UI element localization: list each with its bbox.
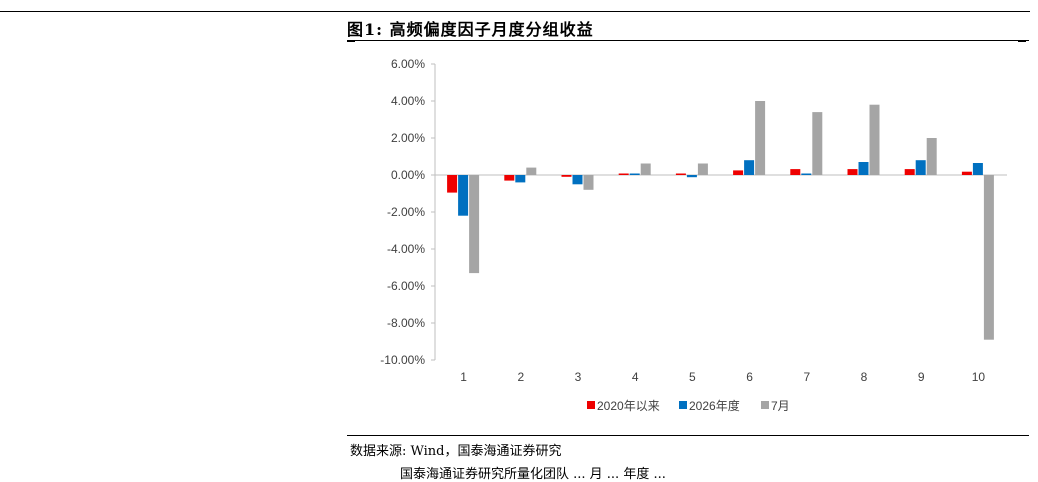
x-tick-label: 8 [861,370,868,384]
y-tick-label: -10.00% [380,353,425,367]
y-tick-label: -2.00% [387,205,425,219]
legend-label: 2020年以来 [597,399,660,413]
y-tick-label: 0.00% [391,168,425,182]
bar [675,173,686,175]
x-tick-label: 5 [689,370,696,384]
bar [515,175,526,183]
legend-swatch [679,401,687,409]
bar [733,170,744,175]
x-tick-label: 9 [918,370,925,384]
legend-label: 2026年度 [689,398,740,413]
x-tick-label: 7 [803,370,810,384]
bar [629,173,640,175]
bar-chart: 6.00% 4.00% 2.00% 0.00% -2.00% -4.00% -6.00% -8… [380,57,1007,413]
bar [858,162,869,175]
source-rule [347,435,1029,436]
bar [972,163,983,175]
legend-swatch [587,401,595,409]
x-tick-label: 6 [746,370,753,384]
bar [801,173,812,175]
bar [561,175,572,177]
x-tick-label: 4 [632,370,639,384]
x-tick-label: 3 [575,370,582,384]
bar [812,112,823,175]
legend-label: 7月 [771,399,790,413]
bar [755,101,766,175]
y-tick-label: 4.00% [391,94,425,108]
bar [847,169,858,175]
header-rule [0,11,1030,12]
bar [469,175,480,274]
bar [458,175,469,216]
bar [961,171,972,175]
bar [618,173,629,175]
bar [790,169,801,175]
y-tick-label: 2.00% [391,131,425,145]
bar [926,138,937,175]
bar [904,169,915,175]
bar [526,167,537,175]
bar [915,160,926,175]
x-tick-label: 10 [972,370,986,384]
x-tick-label: 2 [517,370,524,384]
title-rule [347,40,1029,41]
bar [686,175,697,178]
figure-title: 图1: 高频偏度因子月度分组收益 [347,20,594,39]
legend-swatch [761,401,769,409]
bar [504,175,515,181]
bar [572,175,583,185]
bar [447,175,458,193]
y-tick-label: -8.00% [387,316,425,330]
x-tick-label: 1 [460,370,467,384]
y-tick-label: 6.00% [391,57,425,71]
bar [744,160,755,175]
bar [583,175,594,190]
bar [869,104,880,175]
y-tick-label: -4.00% [387,242,425,256]
data-source-note: 数据来源: Wind，国泰海通证券研究 [350,444,562,459]
bar [697,163,708,175]
title-rule-right-tick [1018,40,1026,42]
footer-fragment: 国泰海通证券研究所量化团队 ... 月 ... 年度 ... [400,467,666,482]
bar [983,175,994,340]
chart-container: 6.00% 4.00% 2.00% 0.00% -2.00% -4.00% -6.00% -8… [347,44,1029,433]
title-rule-left-tick [347,40,355,42]
bar [640,163,651,175]
y-tick-label: -6.00% [387,279,425,293]
